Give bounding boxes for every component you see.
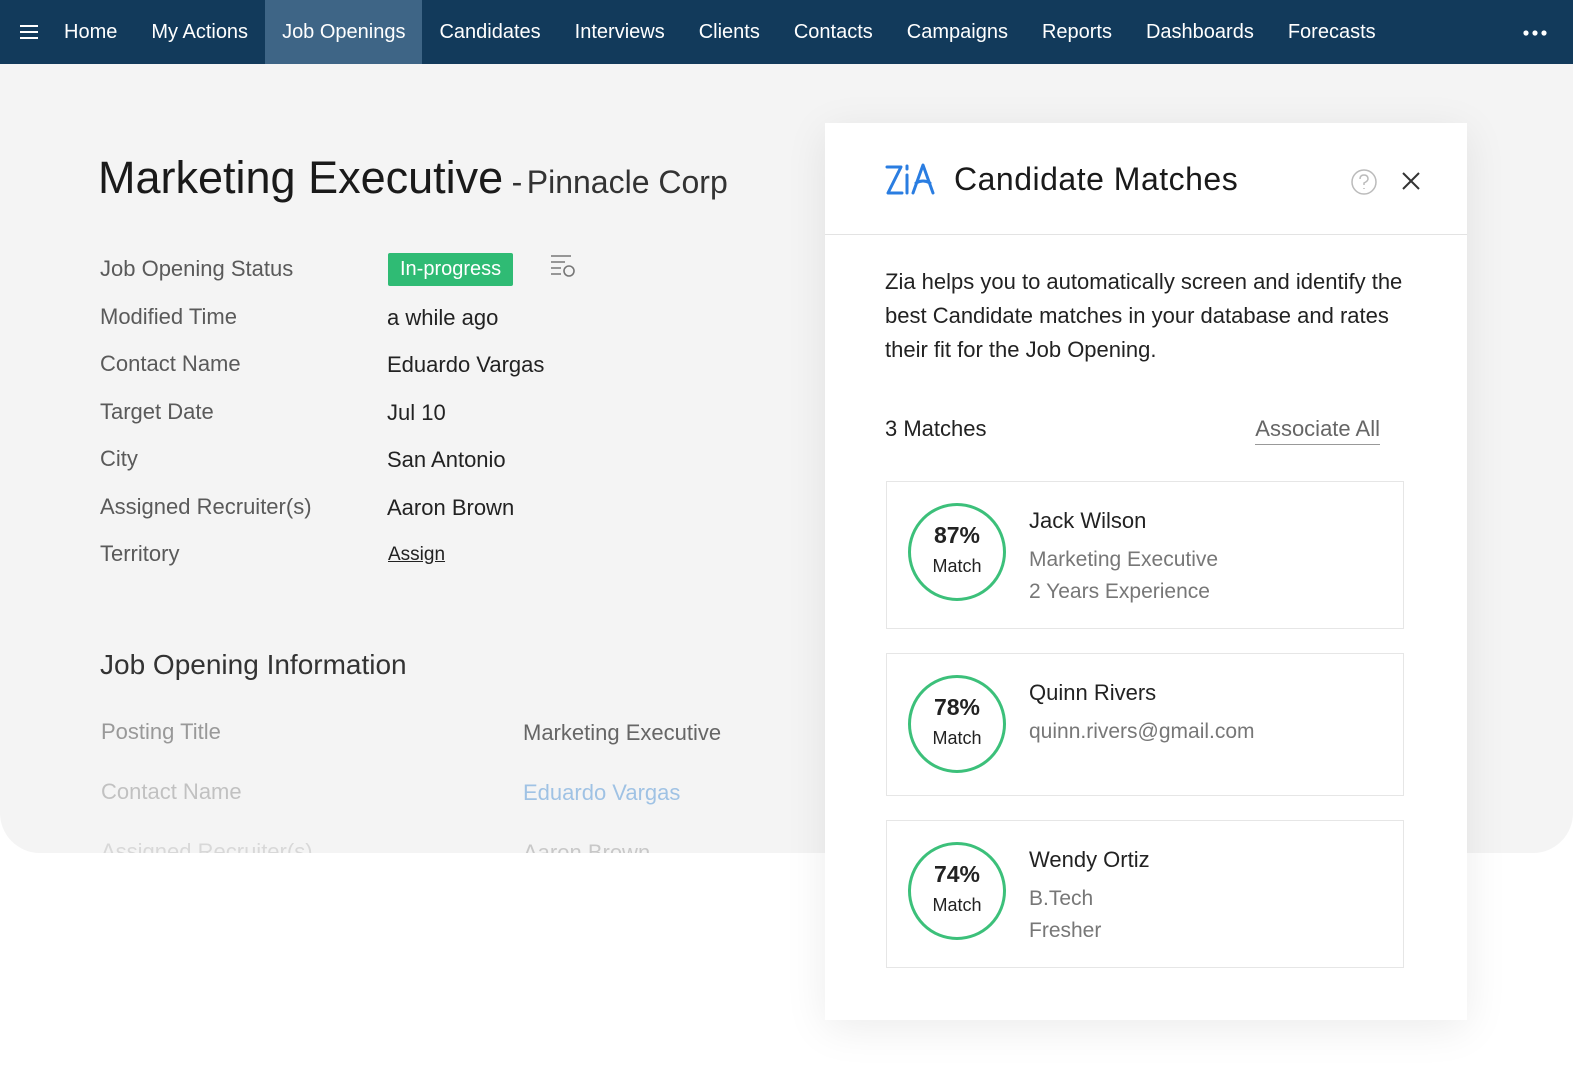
field-label: Territory: [100, 541, 180, 566]
candidate-name: Quinn Rivers: [1029, 680, 1157, 705]
match-card[interactable]: 74% Match Wendy Ortiz B.Tech Fresher: [886, 820, 1404, 968]
match-label: Match: [932, 895, 982, 915]
candidate-detail: 2 Years Experience: [1029, 580, 1210, 603]
nav-item[interactable]: Campaigns: [906, 21, 1008, 43]
match-label: Match: [932, 556, 982, 576]
zia-logo: [885, 163, 935, 195]
menu-icon[interactable]: [20, 24, 38, 40]
match-count: 3 Matches: [885, 416, 987, 441]
close-icon[interactable]: [1401, 171, 1421, 191]
status-badge: In-progress: [388, 253, 514, 286]
candidate-name: Wendy Ortiz: [1029, 847, 1150, 872]
candidate-detail: quinn.rivers@gmail.com: [1029, 720, 1255, 743]
info-value: Aaron Brown: [523, 840, 651, 853]
match-ring: [908, 503, 1006, 601]
nav-bar: Home My Actions Job Openings Candidates Inte…: [0, 0, 1573, 64]
job-title: Marketing Executive: [98, 152, 504, 203]
candidate-detail: Marketing Executive: [1029, 548, 1219, 571]
match-panel: Candidate Matches Zia helps you to autom…: [825, 123, 1467, 1020]
status-icon[interactable]: [550, 254, 576, 283]
description: Zia helps you to automatically screen an…: [885, 269, 1403, 362]
field-label: Target Date: [100, 398, 214, 424]
field-label: Assigned Recruiter(s): [100, 493, 312, 519]
field-value: a while ago: [387, 304, 499, 330]
field-value: Aaron Brown: [387, 494, 515, 520]
info-value: Eduardo Vargas: [523, 780, 681, 805]
nav-items: Home My Actions Job Openings Candidates Inte…: [47, 0, 1393, 64]
match-card[interactable]: 78% Match Quinn Rivers quinn.rivers@gmail.c…: [886, 653, 1404, 796]
assign-link[interactable]: Assign: [388, 544, 446, 565]
info-label: Posting Title: [101, 719, 221, 744]
nav-item[interactable]: Home: [64, 21, 118, 43]
panel-title: Candidate Matches: [954, 161, 1239, 197]
info-label: Contact Name: [101, 779, 242, 804]
field-value: San Antonio: [387, 447, 506, 472]
field-label: Job Opening Status: [100, 256, 294, 281]
info-label: Assigned Recruiter(s): [101, 839, 313, 853]
section-title: Job Opening Information: [100, 649, 407, 680]
candidate-detail: Fresher: [1029, 919, 1102, 942]
nav-item[interactable]: Contacts: [793, 21, 873, 43]
candidate-detail: B.Tech: [1029, 887, 1094, 910]
match-percent: 87%: [933, 522, 981, 548]
separator: -: [511, 164, 523, 200]
title-line: Marketing Executive - Pinnacle Corp: [98, 150, 728, 217]
nav-item[interactable]: My Actions: [151, 21, 249, 43]
nav-item[interactable]: Clients: [698, 21, 760, 43]
match-ring: [908, 675, 1006, 773]
field-label: City: [100, 446, 138, 471]
field-label: Contact Name: [100, 351, 241, 376]
nav-item[interactable]: Forecasts: [1287, 21, 1376, 43]
nav-item[interactable]: Interviews: [574, 21, 665, 43]
match-percent: 78%: [933, 694, 981, 720]
match-card[interactable]: 87% Match Jack Wilson Marketing Executive 2 …: [886, 481, 1404, 629]
help-icon[interactable]: [1350, 168, 1378, 196]
match-percent: 74%: [933, 861, 981, 887]
more-icon[interactable]: [1522, 29, 1548, 37]
candidate-name: Jack Wilson: [1029, 508, 1147, 533]
match-label: Match: [932, 728, 982, 748]
field-value: Jul 10: [387, 399, 446, 425]
info-value: Marketing Executive: [523, 720, 722, 745]
nav-item[interactable]: Dashboards: [1145, 21, 1254, 43]
panel-header: [825, 123, 1467, 235]
field-value: Eduardo Vargas: [387, 352, 545, 377]
field-label: Modified Time: [100, 303, 237, 329]
associate-all[interactable]: Associate All: [1255, 416, 1380, 445]
nav-item[interactable]: Job Openings: [265, 0, 423, 64]
match-ring: [908, 842, 1006, 940]
nav-item[interactable]: Candidates: [439, 21, 541, 43]
nav-item[interactable]: Reports: [1041, 21, 1112, 43]
company: Pinnacle Corp: [526, 164, 728, 200]
